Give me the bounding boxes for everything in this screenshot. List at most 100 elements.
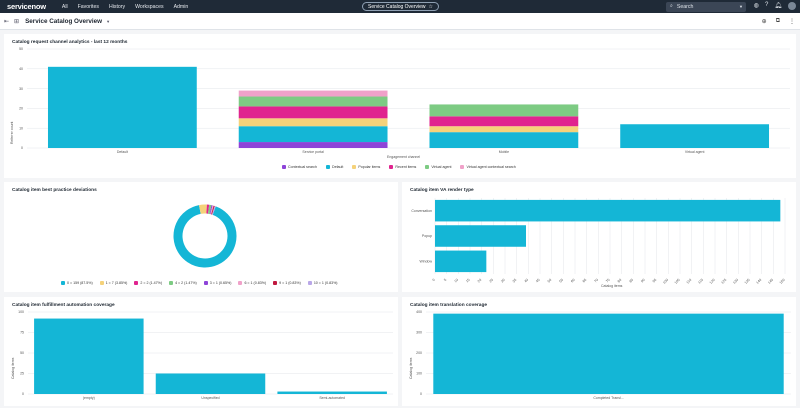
more-options-icon[interactable]: ⋮ <box>789 18 795 25</box>
dashboard-grid-icon[interactable]: ⊞ <box>14 18 20 25</box>
search-icon: ⌕ <box>670 3 673 9</box>
chart-title: Catalog item best practice deviations <box>12 188 97 193</box>
chart-title: Catalog item VA render type <box>410 188 474 193</box>
x-axis-label: Engagement channel <box>387 155 421 159</box>
dashboard-dropdown-icon[interactable]: ▼ <box>106 18 111 24</box>
y-tick-label: 10 <box>19 126 23 130</box>
legend-item[interactable]: 4 = 2 (1.47%) <box>169 281 197 285</box>
help-icon[interactable]: ? <box>765 2 769 8</box>
legend-item[interactable]: 6 = 1 (0.83%) <box>238 281 266 285</box>
horizontal-bar[interactable] <box>435 199 781 222</box>
legend-label: 1 = 7 (3.85%) <box>105 281 128 285</box>
bar[interactable] <box>433 313 784 394</box>
legend-item[interactable]: Virtual agent contextual search <box>460 165 516 169</box>
stacked-bar-segment[interactable] <box>238 126 388 143</box>
x-tick-label: 145 <box>767 278 774 285</box>
avatar[interactable] <box>788 2 796 10</box>
x-tick-label: 15 <box>465 278 471 284</box>
x-tick-label: 25 <box>488 278 494 284</box>
legend-item[interactable]: Default <box>325 165 343 169</box>
legend-item[interactable]: 3 = 1 (0.65%) <box>203 281 232 285</box>
x-tick-label: Semi-automated <box>319 396 345 400</box>
x-tick-label: 100 <box>662 278 669 285</box>
globe-icon[interactable]: ◍ <box>753 3 760 9</box>
x-tick-label: 50 <box>547 278 553 284</box>
stacked-bar-segment[interactable] <box>429 126 579 133</box>
legend-swatch <box>307 281 312 285</box>
x-tick-label: 85 <box>628 278 634 284</box>
va-render-card: Catalog item VA render type 0 5 10 15 20 25 30… <box>402 182 796 292</box>
y-tick-label: 75 <box>20 331 24 335</box>
y-tick-label: 0 <box>22 392 24 396</box>
x-tick-label: 60 <box>570 278 576 284</box>
y-tick-label: 200 <box>416 351 422 355</box>
x-tick-label: 110 <box>686 278 693 285</box>
current-page-pill[interactable]: Service Catalog Overview ☆ <box>362 2 439 11</box>
legend-item[interactable]: 2 = 2 (1.47%) <box>134 281 162 285</box>
x-tick-label: 65 <box>582 278 588 284</box>
legend-swatch <box>282 165 286 169</box>
add-icon[interactable]: ⊕ <box>761 18 767 25</box>
servicenow-logo[interactable]: servicenow <box>7 2 46 11</box>
donut-slice[interactable] <box>173 205 237 268</box>
translation-card: Catalog item translation coverage Catalo… <box>402 297 796 406</box>
sidebar-toggle-icon[interactable]: ⇤ <box>4 18 10 25</box>
star-icon[interactable]: ☆ <box>428 3 433 10</box>
y-tick-label: 400 <box>416 310 422 314</box>
nav-workspaces[interactable]: Workspaces <box>135 3 164 10</box>
deviations-donut-chart <box>173 204 237 268</box>
legend-item[interactable]: 9 = 1 (0.83%) <box>273 281 301 285</box>
x-tick-label: Completed Transl... <box>593 396 623 400</box>
legend-swatch <box>61 281 65 285</box>
legend-label: 0 = 159 (87.5%) <box>67 281 93 285</box>
x-tick-label: 40 <box>523 278 529 284</box>
notification-icon[interactable]: 🔔︎ <box>774 3 782 9</box>
x-tick-label: 135 <box>744 278 751 285</box>
legend-item[interactable]: Contextual search <box>282 165 317 169</box>
y-tick-label: Conversation <box>411 209 432 213</box>
x-axis-label: Catalog items <box>601 284 623 288</box>
stacked-bar-segment[interactable] <box>238 118 388 127</box>
legend-item[interactable]: Popular items <box>352 165 380 169</box>
y-tick-label: Popup <box>422 234 432 238</box>
stacked-bar-segment[interactable] <box>429 132 579 148</box>
legend-item[interactable]: 0 = 159 (87.5%) <box>61 281 93 285</box>
legend-item[interactable]: Virtual agent <box>425 165 451 169</box>
y-tick-label: 50 <box>20 351 24 355</box>
bar[interactable] <box>34 318 144 394</box>
bar[interactable] <box>277 391 387 394</box>
stacked-bar-segment[interactable] <box>429 116 579 127</box>
stacked-bar-segment[interactable] <box>238 90 388 97</box>
x-tick-label: (empty) <box>83 396 95 400</box>
open-external-icon[interactable]: ⧉ <box>775 17 780 24</box>
legend-item[interactable]: Recent items <box>389 165 416 169</box>
legend-label: 3 = 1 (0.65%) <box>209 281 232 285</box>
nav-history[interactable]: History <box>108 3 126 10</box>
y-tick-label: 50 <box>19 47 23 51</box>
legend-item[interactable]: 10 = 1 (0.83%) <box>307 281 338 285</box>
bar[interactable] <box>155 373 266 395</box>
stacked-bar-segment[interactable] <box>238 142 388 148</box>
nav-all[interactable]: All <box>61 3 68 10</box>
va-render-chart: 0 5 10 15 20 25 30 35 40 45 50 55 60 65 70 75 80 85 90 95 10… <box>411 198 786 285</box>
stacked-bar-segment[interactable] <box>238 96 388 107</box>
nav-favorites[interactable]: Favorites <box>77 3 99 10</box>
translation-chart: 0 100 200 300 400 Completed Transl... <box>416 310 791 400</box>
legend-swatch <box>203 281 208 285</box>
stacked-bar-segment[interactable] <box>238 106 388 119</box>
horizontal-bar[interactable] <box>435 225 526 247</box>
stacked-bar-segment[interactable] <box>620 124 770 148</box>
x-tick-label: 130 <box>732 278 739 285</box>
chart-title: Catalog item translation coverage <box>410 303 488 308</box>
search-input[interactable]: ⌕ Search ▼ <box>666 1 746 12</box>
stacked-bar-segment[interactable] <box>429 104 579 117</box>
x-tick-label: 120 <box>709 278 716 285</box>
nav-admin[interactable]: Admin <box>173 3 189 10</box>
legend-item[interactable]: 1 = 7 (3.85%) <box>99 281 128 285</box>
chevron-down-icon[interactable]: ▼ <box>739 4 743 9</box>
stacked-bar-segment[interactable] <box>47 66 197 148</box>
x-tick-label: Default <box>117 150 128 154</box>
horizontal-bar[interactable] <box>435 250 487 273</box>
legend-swatch <box>352 165 357 169</box>
channel-analytics-card: Catalog request channel analytics - last… <box>4 34 796 178</box>
